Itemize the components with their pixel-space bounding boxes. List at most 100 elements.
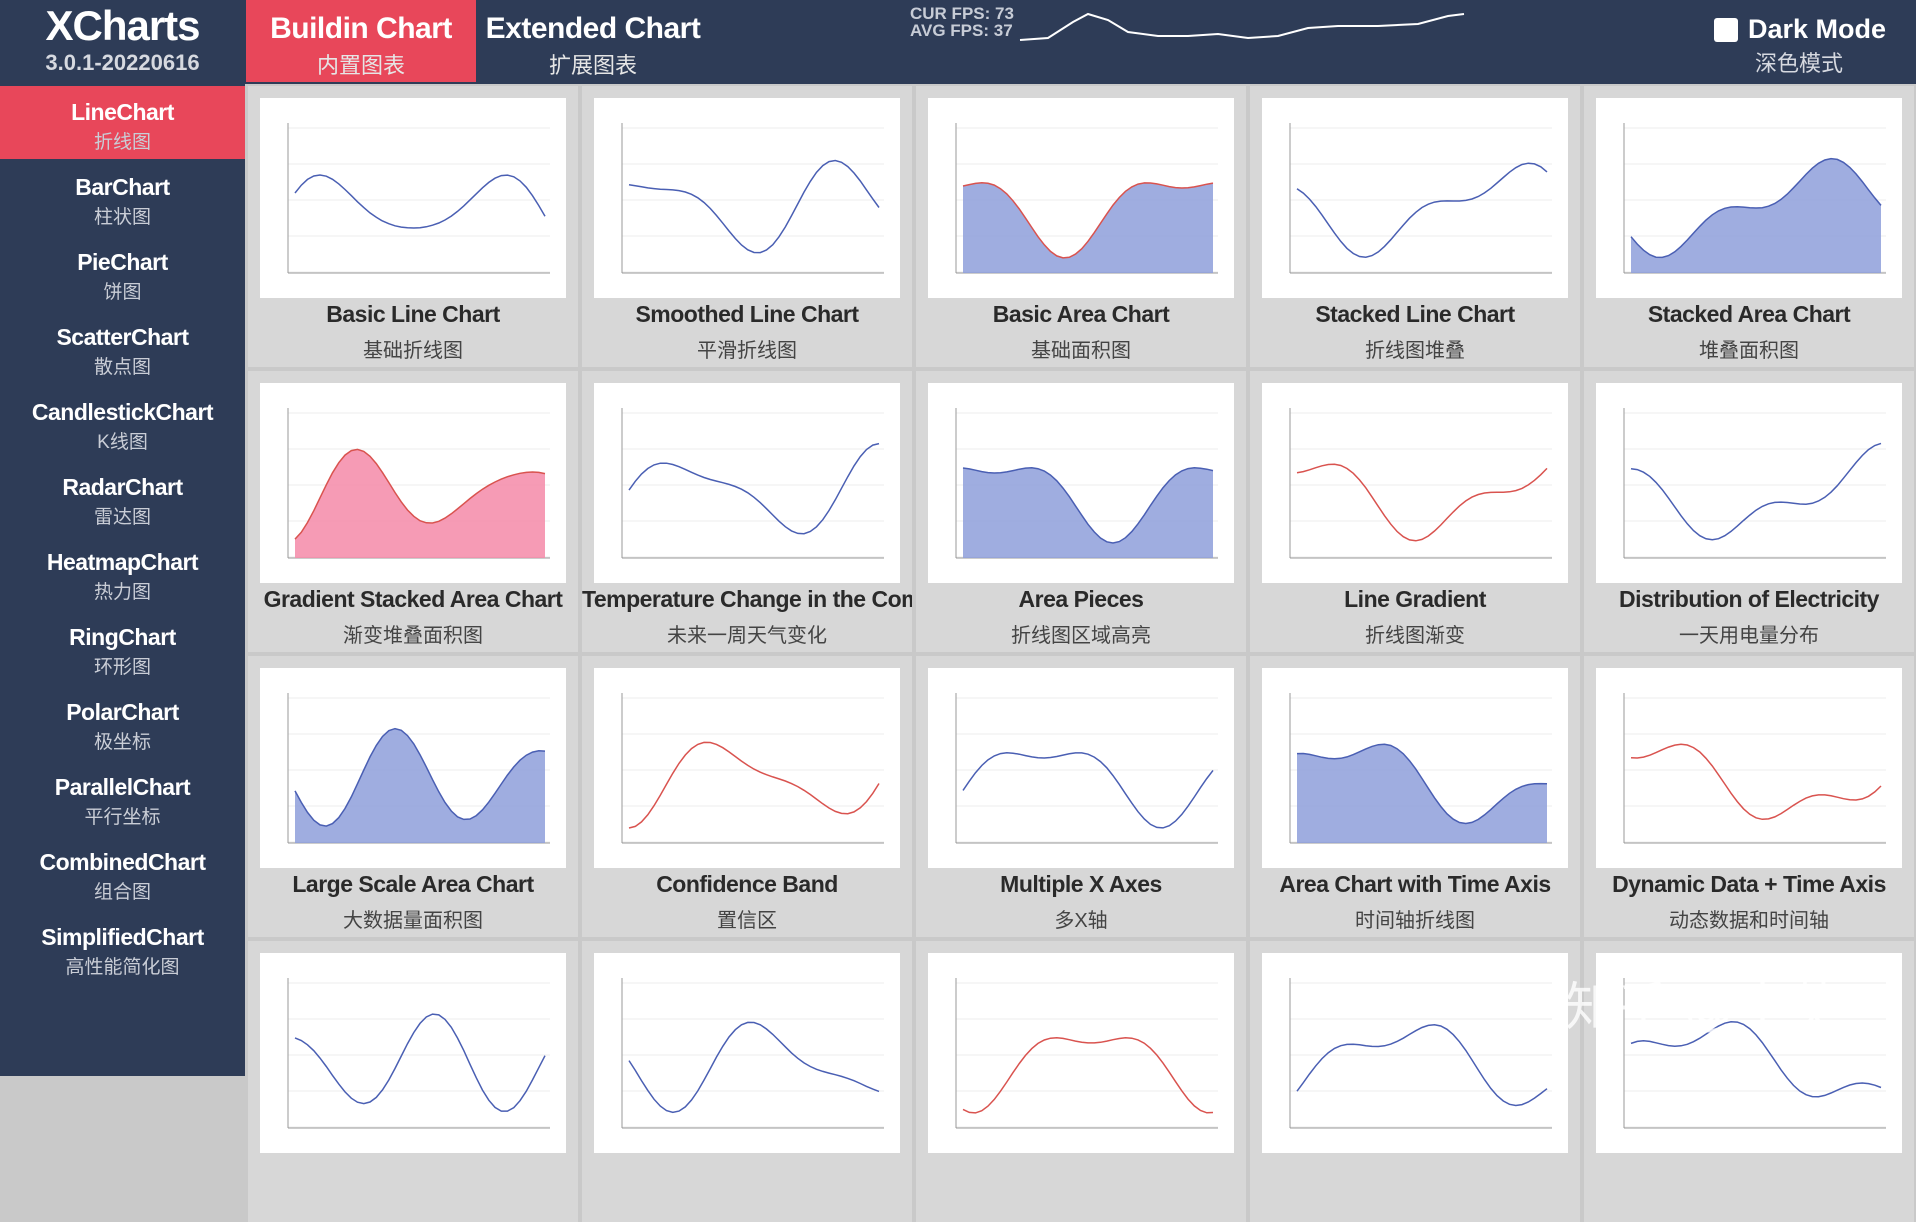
sidebar-item[interactable]: CombinedChart 组合图 — [0, 836, 245, 909]
chart-thumbnail[interactable] — [928, 953, 1234, 1153]
sidebar-item[interactable]: HeatmapChart 热力图 — [0, 536, 245, 609]
chart-thumbnail[interactable] — [260, 98, 566, 298]
card-title: Multiple X Axes — [1000, 871, 1162, 897]
chart-thumbnail[interactable] — [594, 383, 900, 583]
sidebar-item[interactable]: ScatterChart 散点图 — [0, 311, 245, 384]
chart-card[interactable]: Large Scale Area Chart 大数据量面积图 — [248, 656, 578, 937]
sidebar-item[interactable]: RadarChart 雷达图 — [0, 461, 245, 534]
card-subtitle: 未来一周天气变化 — [667, 625, 827, 647]
sidebar-item[interactable]: ParallelChart 平行坐标 — [0, 761, 245, 834]
sidebar-sublabel: 散点图 — [93, 357, 151, 378]
thumb-shape — [1296, 162, 1548, 258]
sidebar-sublabel: 极坐标 — [93, 732, 151, 753]
chart-card[interactable]: Stacked Area Chart 堆叠面积图 — [1584, 86, 1914, 367]
chart-card[interactable]: Distribution of Electricity 一天用电量分布 — [1584, 371, 1914, 652]
sidebar-sublabel: K线图 — [97, 432, 148, 453]
chart-thumbnail[interactable] — [260, 383, 566, 583]
card-title: Smoothed Line Chart — [635, 301, 859, 327]
sidebar-label: RingChart — [69, 624, 176, 650]
chart-card[interactable]: Dynamic Data + Time Axis 动态数据和时间轴 — [1584, 656, 1914, 937]
card-title: Stacked Line Chart — [1315, 301, 1515, 327]
chart-card[interactable]: Area Chart with Time Axis 时间轴折线图 — [1250, 656, 1580, 937]
thumb-shape — [295, 449, 545, 558]
chart-thumbnail[interactable] — [1262, 383, 1568, 583]
sidebar-label: RadarChart — [62, 474, 183, 500]
sidebar-item[interactable]: PieChart 饼图 — [0, 236, 245, 309]
thumb-shape — [628, 1021, 880, 1114]
chart-card[interactable] — [916, 941, 1246, 1222]
chart-thumbnail[interactable] — [260, 953, 566, 1153]
sidebar-label: CandlestickChart — [31, 399, 214, 425]
tab[interactable]: Buildin Chart 内置图表 — [246, 0, 476, 82]
chart-thumbnail[interactable] — [594, 668, 900, 868]
chart-card[interactable]: Temperature Change in the Coming 未来一周天气变化 — [582, 371, 912, 652]
sidebar-label: BarChart — [75, 174, 170, 200]
sidebar-item[interactable]: SimplifiedChart 高性能简化图 — [0, 911, 245, 984]
card-subtitle: 多X轴 — [1054, 910, 1108, 932]
dark-mode-label[interactable]: Dark Mode — [1748, 14, 1887, 44]
chart-card[interactable]: Line Gradient 折线图渐变 — [1250, 371, 1580, 652]
chart-card[interactable] — [582, 941, 912, 1222]
chart-card[interactable]: Gradient Stacked Area Chart 渐变堆叠面积图 — [248, 371, 578, 652]
sidebar-item[interactable]: PolarChart 极坐标 — [0, 686, 245, 759]
chart-thumbnail[interactable] — [928, 383, 1234, 583]
card-subtitle: 折线图渐变 — [1365, 625, 1465, 647]
chart-card[interactable]: Smoothed Line Chart 平滑折线图 — [582, 86, 912, 367]
chart-card[interactable] — [248, 941, 578, 1222]
sidebar-item[interactable]: CandlestickChart K线图 — [0, 386, 245, 459]
fps-current: CUR FPS: 73 — [910, 4, 1014, 23]
thumb-shape — [294, 448, 546, 540]
sidebar-item[interactable]: RingChart 环形图 — [0, 611, 245, 684]
tab-label: Buildin Chart — [270, 12, 452, 45]
chart-card[interactable] — [1250, 941, 1580, 1222]
top-bar: XCharts 3.0.1-20220616 Buildin Chart 内置图表… — [0, 0, 1916, 84]
sidebar-item[interactable]: LineChart 折线图 — [0, 86, 245, 159]
chart-card[interactable]: Area Pieces 折线图区域高亮 — [916, 371, 1246, 652]
chart-thumbnail[interactable] — [1596, 383, 1902, 583]
tab-sublabel: 内置图表 — [316, 53, 405, 78]
chart-card[interactable]: Multiple X Axes 多X轴 — [916, 656, 1246, 937]
sidebar-sublabel: 平行坐标 — [84, 807, 161, 828]
thumb-shape — [962, 752, 1214, 829]
chart-thumbnail[interactable] — [1596, 668, 1902, 868]
card-subtitle: 平滑折线图 — [697, 340, 797, 362]
thumb-shape — [963, 467, 1213, 558]
chart-thumbnail[interactable] — [1262, 668, 1568, 868]
chart-thumbnail[interactable] — [1262, 98, 1568, 298]
chart-card[interactable]: Basic Area Chart 基础面积图 — [916, 86, 1246, 367]
chart-card[interactable]: Confidence Band 置信区 — [582, 656, 912, 937]
card-title: Temperature Change in the Coming — [582, 586, 912, 612]
chart-thumbnail[interactable] — [594, 953, 900, 1153]
card-subtitle: 堆叠面积图 — [1699, 340, 1799, 362]
app-version: 3.0.1-20220616 — [45, 50, 200, 75]
thumb-shape — [1631, 158, 1881, 273]
thumb-shape — [962, 182, 1214, 259]
chart-thumbnail[interactable] — [260, 668, 566, 868]
thumb-shape — [295, 728, 545, 843]
app-title: XCharts — [45, 2, 200, 49]
card-subtitle: 大数据量面积图 — [343, 910, 483, 932]
sidebar-item[interactable]: BarChart 柱状图 — [0, 161, 245, 234]
sidebar-sublabel: 热力图 — [93, 582, 151, 603]
chart-thumbnail[interactable] — [1262, 953, 1568, 1153]
card-subtitle: 时间轴折线图 — [1355, 910, 1475, 932]
card-subtitle: 动态数据和时间轴 — [1669, 910, 1829, 932]
sidebar-label: PolarChart — [66, 699, 179, 725]
chart-thumbnail[interactable] — [1596, 98, 1902, 298]
thumb-shape — [1630, 157, 1882, 259]
card-subtitle: 置信区 — [717, 910, 777, 932]
chart-card[interactable]: Stacked Line Chart 折线图堆叠 — [1250, 86, 1580, 367]
card-subtitle: 折线图区域高亮 — [1011, 625, 1151, 647]
thumb-shape — [628, 159, 880, 254]
chart-thumbnail[interactable] — [928, 98, 1234, 298]
chart-thumbnail[interactable] — [928, 668, 1234, 868]
chart-card[interactable]: Basic Line Chart 基础折线图 — [248, 86, 578, 367]
dark-mode-checkbox[interactable] — [1714, 18, 1738, 42]
sidebar-sublabel: 环形图 — [93, 657, 151, 678]
chart-thumbnail[interactable] — [594, 98, 900, 298]
tab[interactable]: Extended Chart 扩展图表 — [478, 0, 708, 82]
sidebar-sublabel: 饼图 — [103, 282, 142, 303]
card-title: Line Gradient — [1344, 586, 1486, 612]
card-title: Gradient Stacked Area Chart — [263, 586, 563, 612]
card-title: Basic Area Chart — [992, 301, 1170, 327]
